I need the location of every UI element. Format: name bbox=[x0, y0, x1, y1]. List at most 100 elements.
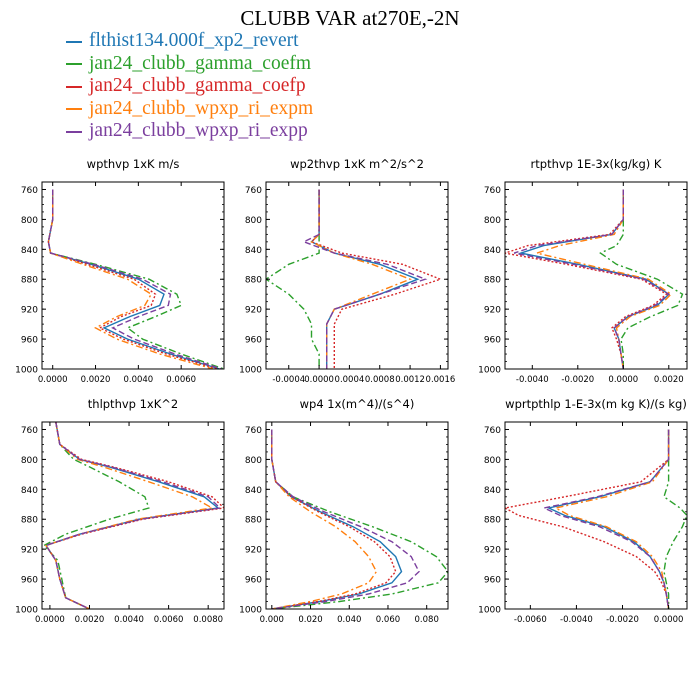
y-tick-label: 800 bbox=[484, 216, 501, 226]
x-tick-label: 0.0000 bbox=[608, 375, 638, 385]
series-line bbox=[47, 189, 218, 369]
y-tick-label: 840 bbox=[245, 246, 262, 256]
series-line bbox=[271, 429, 378, 609]
x-tick-label: 0.0020 bbox=[81, 375, 111, 385]
x-tick-label: -0.0004 bbox=[272, 375, 305, 385]
legend-swatch bbox=[66, 108, 82, 111]
y-tick-label: 920 bbox=[484, 306, 501, 316]
y-tick-label: 800 bbox=[245, 456, 262, 466]
series-line bbox=[310, 189, 420, 369]
x-tick-label: 0.0080 bbox=[193, 615, 223, 625]
series-line bbox=[271, 429, 420, 609]
y-tick-label: 800 bbox=[21, 216, 38, 226]
y-tick-label: 920 bbox=[21, 306, 38, 316]
chart-title: wp4 1x(m^4)/(s^4) bbox=[300, 397, 415, 411]
chart-panel: wprtpthlp 1-E-3x(m kg K)/(s kg) 760 800 840… bbox=[478, 397, 688, 625]
x-tick-label: 0.0020 bbox=[654, 375, 684, 385]
x-tick-label: 0.0000 bbox=[38, 375, 68, 385]
x-tick-label: 0.080 bbox=[415, 615, 439, 625]
series-line bbox=[42, 422, 150, 609]
y-tick-label: 840 bbox=[21, 486, 38, 496]
series-group bbox=[505, 189, 684, 369]
x-tick-label: -0.0040 bbox=[560, 615, 593, 625]
x-tick-label: 0.0000 bbox=[35, 615, 65, 625]
y-tick-label: 760 bbox=[245, 186, 262, 196]
chart-title: wp2thvp 1xK m^2/s^2 bbox=[290, 157, 424, 171]
legend-label: jan24_clubb_gamma_coefm bbox=[89, 52, 312, 74]
y-tick-label: 760 bbox=[245, 426, 262, 436]
y-tick-label: 1000 bbox=[478, 606, 501, 616]
y-tick-label: 800 bbox=[245, 216, 262, 226]
x-tick-label: 0.0060 bbox=[166, 375, 196, 385]
y-tick-label: 1000 bbox=[15, 366, 38, 376]
series-group bbox=[271, 429, 448, 609]
y-tick-label: 800 bbox=[21, 456, 38, 466]
x-tick-label: -0.0020 bbox=[606, 615, 639, 625]
series-line bbox=[271, 429, 397, 609]
y-tick-label: 880 bbox=[484, 276, 501, 286]
series-group bbox=[42, 422, 224, 609]
legend-item: jan24_clubb_wpxp_ri_expp bbox=[66, 120, 313, 143]
legend-label: flthist134.000f_xp2_revert bbox=[89, 30, 299, 51]
y-tick-label: 960 bbox=[21, 336, 38, 346]
series-line bbox=[44, 422, 220, 609]
legend-item: jan24_clubb_gamma_coefp bbox=[66, 75, 313, 98]
y-tick-label: 920 bbox=[484, 546, 501, 556]
legend-label: jan24_clubb_wpxp_ri_expp bbox=[89, 120, 308, 141]
legend-swatch bbox=[66, 63, 82, 66]
plot-frame bbox=[265, 421, 449, 610]
series-line bbox=[44, 422, 215, 609]
series-line bbox=[310, 189, 443, 369]
x-tick-label: -0.0060 bbox=[514, 615, 547, 625]
series-line bbox=[44, 422, 224, 609]
y-tick-label: 920 bbox=[21, 546, 38, 556]
y-tick-label: 920 bbox=[245, 306, 262, 316]
legend-item: flthist134.000f_xp2_revert bbox=[66, 30, 313, 53]
chart-panel: wp2thvp 1xK m^2/s^2 760 800 840 880 920 960 100… bbox=[239, 157, 455, 385]
plot-frame bbox=[265, 181, 449, 370]
plot-frame bbox=[41, 421, 225, 610]
series-line bbox=[505, 429, 670, 609]
chart-title: wprtpthlp 1-E-3x(m kg K)/(s kg) bbox=[505, 397, 687, 411]
series-line bbox=[546, 429, 670, 609]
x-tick-label: 0.0000 bbox=[654, 615, 684, 625]
x-tick-label: 0.040 bbox=[337, 615, 361, 625]
legend-label: jan24_clubb_gamma_coefp bbox=[89, 75, 306, 96]
y-tick-label: 760 bbox=[484, 186, 501, 196]
y-tick-label: 880 bbox=[21, 516, 38, 526]
series-group bbox=[47, 189, 224, 369]
series-group bbox=[266, 189, 443, 369]
y-tick-label: 880 bbox=[484, 516, 501, 526]
series-line bbox=[534, 189, 673, 369]
chart-panel: wpthvp 1xK m/s76080084088092096010000.00… bbox=[15, 157, 225, 385]
series-line bbox=[266, 189, 320, 369]
series-line bbox=[599, 189, 684, 369]
legend: flthist134.000f_xp2_revert jan24_clubb_ga… bbox=[66, 30, 313, 143]
y-tick-label: 840 bbox=[245, 486, 262, 496]
x-tick-label: -0.0020 bbox=[561, 375, 594, 385]
figure-title: CLUBB VAR at270E,-2N bbox=[240, 6, 460, 30]
series-line bbox=[271, 429, 403, 609]
x-tick-label: 0.000 bbox=[260, 615, 284, 625]
series-line bbox=[518, 189, 670, 369]
y-tick-label: 880 bbox=[245, 516, 262, 526]
legend-swatch bbox=[66, 130, 82, 133]
chart-panel: wp4 1x(m^4)/(s^4)76080084088092096010000… bbox=[239, 397, 449, 625]
x-tick-label: 0.0040 bbox=[123, 375, 153, 385]
y-tick-label: 1000 bbox=[239, 606, 262, 616]
x-tick-label: -0.0040 bbox=[516, 375, 549, 385]
y-tick-label: 960 bbox=[21, 576, 38, 586]
series-line bbox=[47, 189, 223, 369]
x-tick-label: 0.0016 bbox=[426, 375, 456, 385]
legend-label: jan24_clubb_wpxp_ri_expm bbox=[89, 97, 314, 119]
y-tick-label: 1000 bbox=[478, 366, 501, 376]
y-tick-label: 840 bbox=[484, 486, 501, 496]
x-tick-label: 0.0008 bbox=[365, 375, 395, 385]
chart-panel: thlpthvp 1xK^276080084088092096010000.00… bbox=[15, 397, 225, 625]
series-line bbox=[47, 189, 220, 369]
x-tick-label: 0.0020 bbox=[75, 615, 105, 625]
y-tick-label: 840 bbox=[21, 246, 38, 256]
x-tick-label: 0.0004 bbox=[335, 375, 365, 385]
